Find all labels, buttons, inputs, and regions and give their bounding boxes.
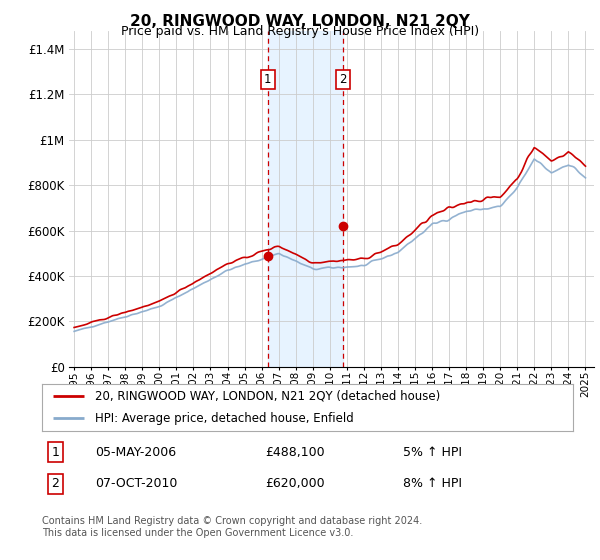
Bar bbox=[268, 31, 343, 367]
Text: 2: 2 bbox=[52, 477, 59, 490]
Text: 07-OCT-2010: 07-OCT-2010 bbox=[95, 477, 178, 490]
Text: £488,100: £488,100 bbox=[265, 446, 325, 459]
Text: Contains HM Land Registry data © Crown copyright and database right 2024.
This d: Contains HM Land Registry data © Crown c… bbox=[42, 516, 422, 538]
Text: Price paid vs. HM Land Registry's House Price Index (HPI): Price paid vs. HM Land Registry's House … bbox=[121, 25, 479, 38]
Text: 1: 1 bbox=[52, 446, 59, 459]
Text: 5% ↑ HPI: 5% ↑ HPI bbox=[403, 446, 462, 459]
Text: HPI: Average price, detached house, Enfield: HPI: Average price, detached house, Enfi… bbox=[95, 412, 354, 425]
Text: 2: 2 bbox=[339, 73, 346, 86]
Text: 8% ↑ HPI: 8% ↑ HPI bbox=[403, 477, 462, 490]
Text: 05-MAY-2006: 05-MAY-2006 bbox=[95, 446, 176, 459]
Text: £620,000: £620,000 bbox=[265, 477, 325, 490]
Text: 20, RINGWOOD WAY, LONDON, N21 2QY: 20, RINGWOOD WAY, LONDON, N21 2QY bbox=[130, 14, 470, 29]
Text: 20, RINGWOOD WAY, LONDON, N21 2QY (detached house): 20, RINGWOOD WAY, LONDON, N21 2QY (detac… bbox=[95, 390, 440, 403]
Text: 1: 1 bbox=[264, 73, 271, 86]
